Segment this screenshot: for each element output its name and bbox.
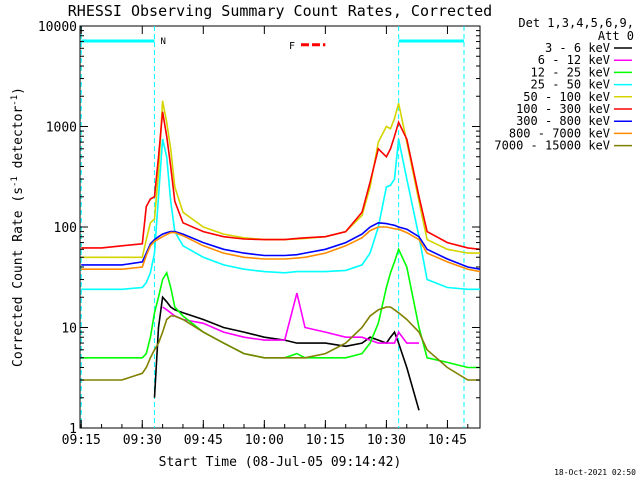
x-tick-label-2: 09:45 bbox=[184, 433, 223, 448]
y-tick-label-4: 10000 bbox=[38, 20, 77, 35]
y-tick-label-2: 100 bbox=[54, 221, 77, 236]
x-tick-label-6: 10:45 bbox=[428, 433, 467, 448]
night-flag-label: N bbox=[160, 37, 165, 47]
legend-label-7: 800 - 7000 keV bbox=[509, 126, 610, 140]
series-line-5 bbox=[81, 111, 481, 251]
x-tick-label-1: 09:30 bbox=[123, 433, 162, 448]
series-line-6 bbox=[81, 221, 481, 270]
y-tick-label-1: 10 bbox=[61, 322, 77, 337]
chart-title: RHESSI Observing Summary Count Rates, Co… bbox=[68, 2, 492, 20]
x-tick-label-0: 09:15 bbox=[62, 433, 101, 448]
legend-label-4: 50 - 100 keV bbox=[523, 90, 610, 104]
legend-header-line1: Det 1,3,4,5,6,9, bbox=[518, 16, 634, 30]
legend-label-5: 100 - 300 keV bbox=[516, 102, 610, 116]
y-axis-label: Corrected Count Rate (s-1 detector-1) bbox=[10, 87, 26, 367]
x-tick-label-4: 10:15 bbox=[306, 433, 345, 448]
legend-label-8: 7000 - 15000 keV bbox=[494, 139, 610, 153]
x-axis-label: Start Time (08-Jul-05 09:14:42) bbox=[159, 455, 402, 470]
series-line-0 bbox=[153, 295, 420, 411]
x-tick-label-5: 10:30 bbox=[367, 433, 406, 448]
legend-label-6: 300 - 800 keV bbox=[516, 114, 610, 128]
x-tick-label-3: 10:00 bbox=[245, 433, 284, 448]
legend-header-line2: Att 0 bbox=[598, 29, 634, 43]
legend-label-0: 3 - 6 keV bbox=[545, 41, 610, 55]
flare-flag-label: F bbox=[289, 41, 295, 52]
legend-label-2: 12 - 25 keV bbox=[531, 65, 610, 79]
series-line-4 bbox=[81, 100, 480, 259]
series-line-8 bbox=[81, 306, 480, 381]
y-tick-label-3: 1000 bbox=[46, 121, 77, 136]
series-line-7 bbox=[81, 226, 481, 273]
series-line-3 bbox=[81, 138, 480, 291]
legend-label-3: 25 - 50 keV bbox=[531, 78, 610, 92]
plot-frame bbox=[79, 25, 481, 429]
legend-label-1: 6 - 12 keV bbox=[538, 53, 610, 67]
y-tick-label-0: 1 bbox=[69, 422, 77, 437]
generation-timestamp: 18-Oct-2021 02:50 bbox=[554, 468, 636, 477]
